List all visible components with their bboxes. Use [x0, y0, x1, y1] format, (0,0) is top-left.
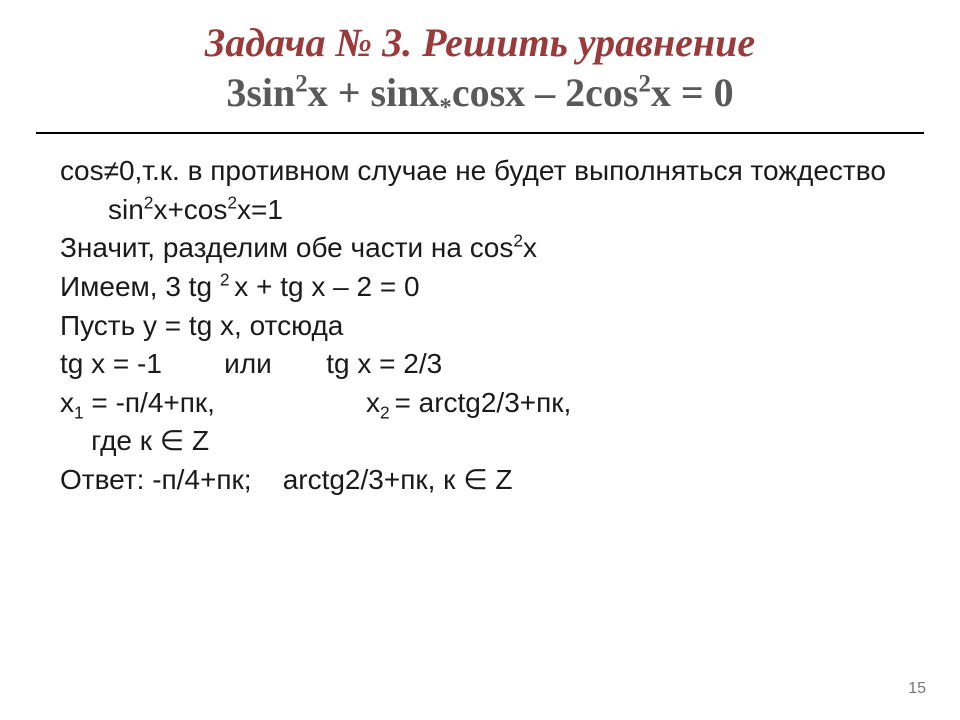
body-line-1: cos≠0,т.к. в противном случае не будет в… [60, 152, 900, 229]
body-line-7: где к ∈ Z [60, 422, 900, 461]
slide-body: cos≠0,т.к. в противном случае не будет в… [0, 134, 960, 500]
body-line-5: tg x = -1 или tg x = 2/3 [60, 345, 900, 384]
root-2: x2 = arctg2/3+пк, [366, 384, 571, 423]
slide: Задача № 3. Решить уравнение 3sin2x + si… [0, 0, 960, 720]
page-number: 15 [908, 680, 926, 698]
root-1: x1 = -п/4+пк, [60, 384, 366, 423]
slide-title: Задача № 3. Решить уравнение 3sin2x + si… [0, 0, 960, 118]
body-line-8: Ответ: -п/4+пк; arctg2/3+пк, к ∈ Z [60, 461, 900, 500]
body-line-6: x1 = -п/4+пк, x2 = arctg2/3+пк, [60, 384, 900, 423]
title-equation: 3sin2x + sinx*cosx – 2cos2x = 0 [226, 70, 733, 115]
body-line-4: Пусть y = tg x, отсюда [60, 307, 900, 346]
title-line1: Задача № 3. Решить уравнение [205, 20, 755, 65]
body-line-3: Имеем, 3 tg 2 x + tg x – 2 = 0 [60, 268, 900, 307]
body-line-2: Значит, разделим обе части на cos2x [60, 229, 900, 268]
